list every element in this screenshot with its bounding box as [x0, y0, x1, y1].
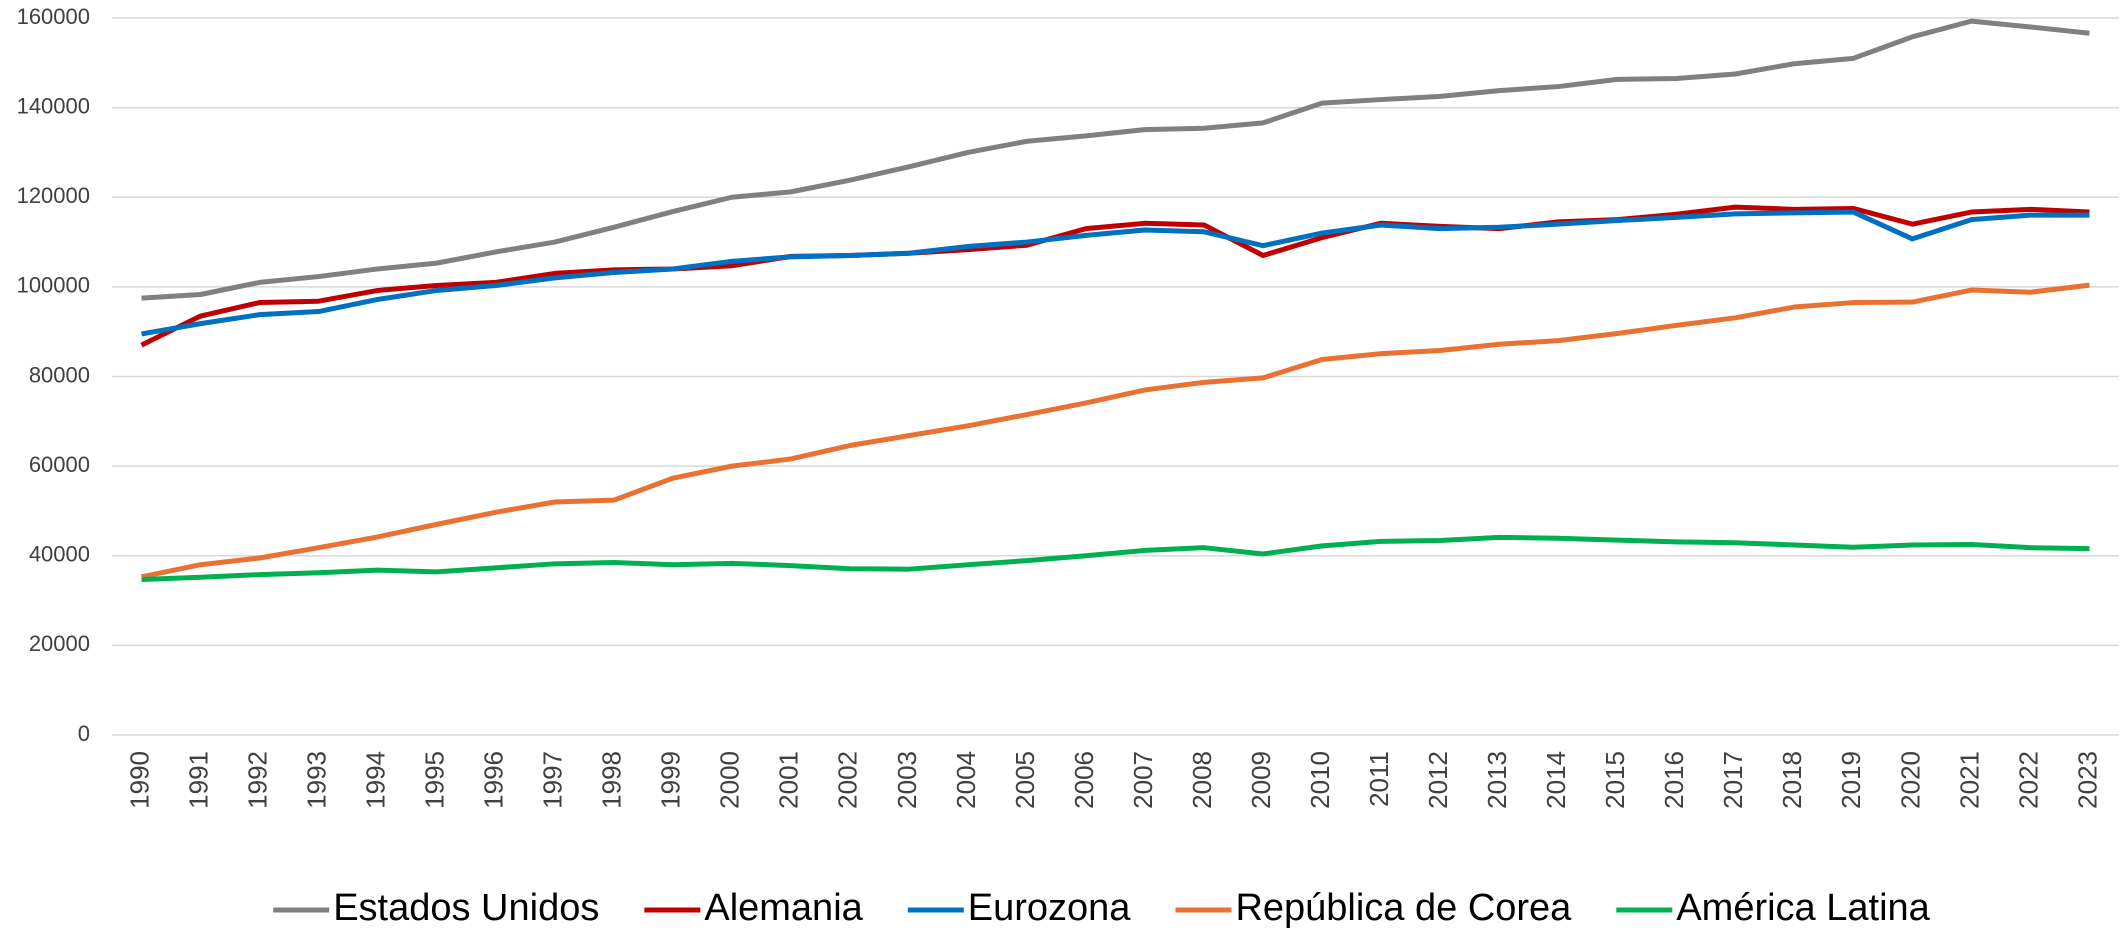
x-tick-label: 1992: [242, 751, 272, 809]
x-tick-label: 2022: [2013, 751, 2043, 809]
y-tick-label: 100000: [17, 273, 90, 298]
series-line: [141, 209, 2090, 337]
x-tick-label: 2021: [1954, 751, 1984, 809]
x-tick-label: 2013: [1482, 751, 1512, 809]
y-tick-label: 20000: [29, 631, 90, 656]
legend-label: Eurozona: [968, 887, 1132, 929]
x-tick-label: 1999: [656, 751, 686, 809]
x-tick-label: 1990: [124, 751, 154, 809]
legend-label: América Latina: [1676, 887, 1930, 929]
y-tick-label: 60000: [29, 452, 90, 477]
y-tick-label: 140000: [17, 93, 90, 118]
x-tick-label: 2019: [1836, 751, 1866, 809]
x-tick-label: 2014: [1541, 751, 1571, 809]
x-tick-label: 2006: [1069, 751, 1099, 809]
x-tick-label: 2012: [1423, 751, 1453, 809]
x-tick-label: 2023: [2072, 751, 2102, 809]
x-tick-label: 1991: [183, 751, 213, 809]
x-tick-label: 2004: [951, 751, 981, 809]
series-line: [141, 282, 2090, 580]
x-tick-label: 2017: [1718, 751, 1748, 809]
x-tick-label: 2015: [1600, 751, 1630, 809]
x-tick-label: 2002: [833, 751, 863, 809]
x-tick-label: 1998: [597, 751, 627, 809]
x-tick-label: 2010: [1305, 751, 1335, 809]
x-tick-label: 1994: [361, 751, 391, 809]
legend-label: República de Corea: [1235, 887, 1572, 929]
x-tick-label: 2009: [1246, 751, 1276, 809]
x-tick-label: 2018: [1777, 751, 1807, 809]
legend-label: Estados Unidos: [333, 887, 599, 929]
x-tick-label: 2020: [1895, 751, 1925, 809]
y-tick-label: 0: [78, 721, 90, 746]
x-tick-label: 1997: [538, 751, 568, 809]
y-tick-label: 120000: [17, 183, 90, 208]
y-tick-label: 160000: [17, 4, 90, 29]
x-tick-label: 2003: [892, 751, 922, 809]
x-tick-label: 1995: [420, 751, 450, 809]
x-tick-label: 2000: [715, 751, 745, 809]
x-tick-label: 2016: [1659, 751, 1689, 809]
series-line: [140, 204, 2090, 348]
x-tick-label: 2011: [1364, 751, 1394, 807]
x-tick-label: 2008: [1187, 751, 1217, 809]
x-tick-label: 2005: [1010, 751, 1040, 809]
series-line: [141, 534, 2090, 582]
legend-label: Alemania: [704, 887, 863, 929]
series-line: [141, 18, 2090, 301]
x-tick-label: 2007: [1128, 751, 1158, 809]
y-tick-label: 80000: [29, 362, 90, 387]
x-tick-label: 1996: [479, 751, 509, 809]
x-tick-label: 1993: [301, 751, 331, 809]
y-tick-label: 40000: [29, 542, 90, 567]
x-tick-label: 2001: [774, 751, 804, 809]
